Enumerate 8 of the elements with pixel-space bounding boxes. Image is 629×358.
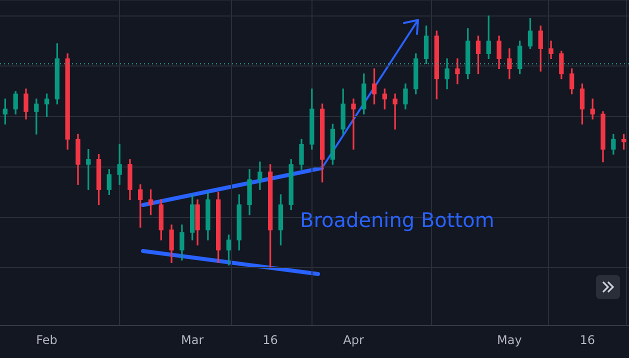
x-tick-label: Mar [181,332,204,347]
x-tick-label: Apr [343,332,364,347]
x-tick-label: May [497,332,522,347]
x-tick-label: Feb [36,332,58,347]
candlestick [455,58,460,84]
x-tick-label: 16 [262,332,278,347]
x-tick-label: 16 [580,332,596,347]
annotation: Broadening Bottom [300,208,494,232]
